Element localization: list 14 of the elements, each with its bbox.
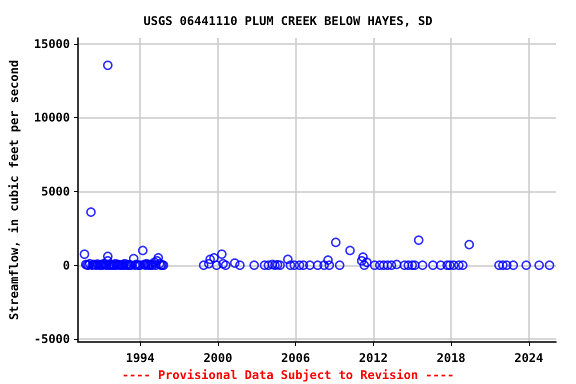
x-tick-label: 2006 <box>281 351 310 365</box>
chart-title: USGS 06441110 PLUM CREEK BELOW HAYES, SD <box>144 14 432 28</box>
x-tick-label: 1994 <box>126 351 155 365</box>
x-tick-label: 2018 <box>436 351 466 365</box>
x-tick-label: 2000 <box>203 351 232 365</box>
y-tick-label: 15000 <box>34 36 70 51</box>
y-axis-title: Streamflow, in cubic feet per second <box>7 60 21 320</box>
y-tick-label: 10000 <box>34 110 70 125</box>
y-tick-label: -5000 <box>34 332 70 346</box>
x-tick-label: 2012 <box>358 351 388 365</box>
y-tick-label: 0 <box>62 258 70 272</box>
x-tick-label: 2024 <box>514 351 544 365</box>
y-tick-label: 5000 <box>41 184 70 198</box>
text: ---- Provisional Data Subject to Revision ---- <box>122 368 454 382</box>
